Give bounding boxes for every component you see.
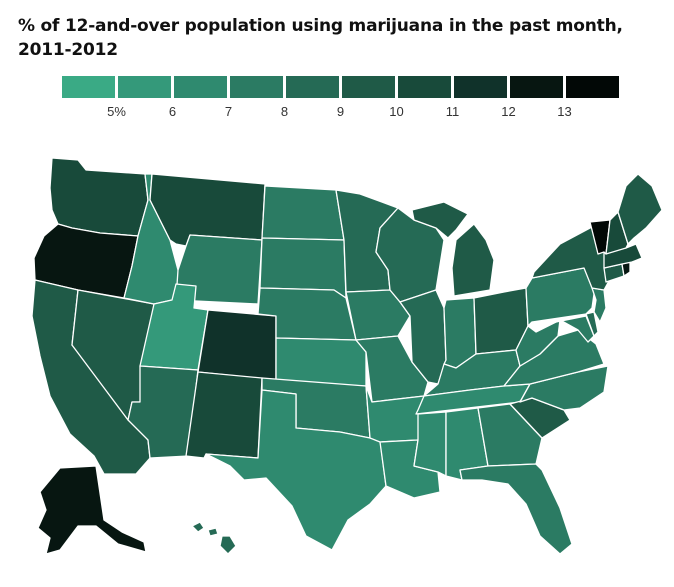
state-new-hampshire[interactable] xyxy=(605,211,629,255)
legend-swatch xyxy=(62,76,115,98)
legend-tick-label: 10 xyxy=(389,104,404,119)
state-massachusetts[interactable] xyxy=(603,243,643,269)
legend-swatch xyxy=(342,76,395,98)
map-title: % of 12-and-over population using mariju… xyxy=(18,16,623,60)
state-michigan[interactable] xyxy=(411,201,495,297)
legend-tick-label: 12 xyxy=(501,104,516,119)
state-maryland[interactable] xyxy=(535,315,595,343)
state-colorado[interactable] xyxy=(197,309,277,381)
legend-swatch xyxy=(566,76,619,98)
state-hawaii[interactable] xyxy=(191,521,237,555)
state-west-virginia[interactable] xyxy=(515,319,561,367)
legend-tick-label: 9 xyxy=(336,104,345,119)
legend-swatch xyxy=(510,76,563,98)
legend-tick-label: 11 xyxy=(445,104,460,119)
state-north-dakota[interactable] xyxy=(261,185,345,241)
legend-tick-label: 13 xyxy=(557,104,572,119)
legend-swatch xyxy=(454,76,507,98)
color-legend: 5% 6 7 8 9 10 11 12 13 xyxy=(62,76,624,124)
state-florida[interactable] xyxy=(459,463,573,555)
state-texas[interactable] xyxy=(205,389,387,551)
legend-tick-label: 8 xyxy=(280,104,289,119)
legend-tick-label: 7 xyxy=(224,104,233,119)
legend-swatch xyxy=(286,76,339,98)
state-montana[interactable] xyxy=(149,173,266,247)
state-mississippi[interactable] xyxy=(413,411,447,477)
state-washington[interactable] xyxy=(49,157,149,237)
state-missouri[interactable] xyxy=(355,335,429,403)
state-virginia[interactable] xyxy=(503,329,605,387)
state-alaska[interactable] xyxy=(37,465,147,555)
legend-tick-label: 5% xyxy=(107,104,126,119)
state-georgia[interactable] xyxy=(477,403,543,467)
legend-tick-label: 6 xyxy=(168,104,177,119)
state-new-mexico[interactable] xyxy=(185,371,263,459)
state-vermont[interactable] xyxy=(589,219,611,255)
us-state-map xyxy=(31,157,663,555)
state-kansas[interactable] xyxy=(275,337,367,387)
legend-swatch xyxy=(230,76,283,98)
legend-swatch xyxy=(174,76,227,98)
state-wyoming[interactable] xyxy=(175,234,263,305)
state-delaware[interactable] xyxy=(585,311,599,337)
state-maine[interactable] xyxy=(617,173,663,245)
legend-swatch xyxy=(118,76,171,98)
legend-swatch xyxy=(398,76,451,98)
